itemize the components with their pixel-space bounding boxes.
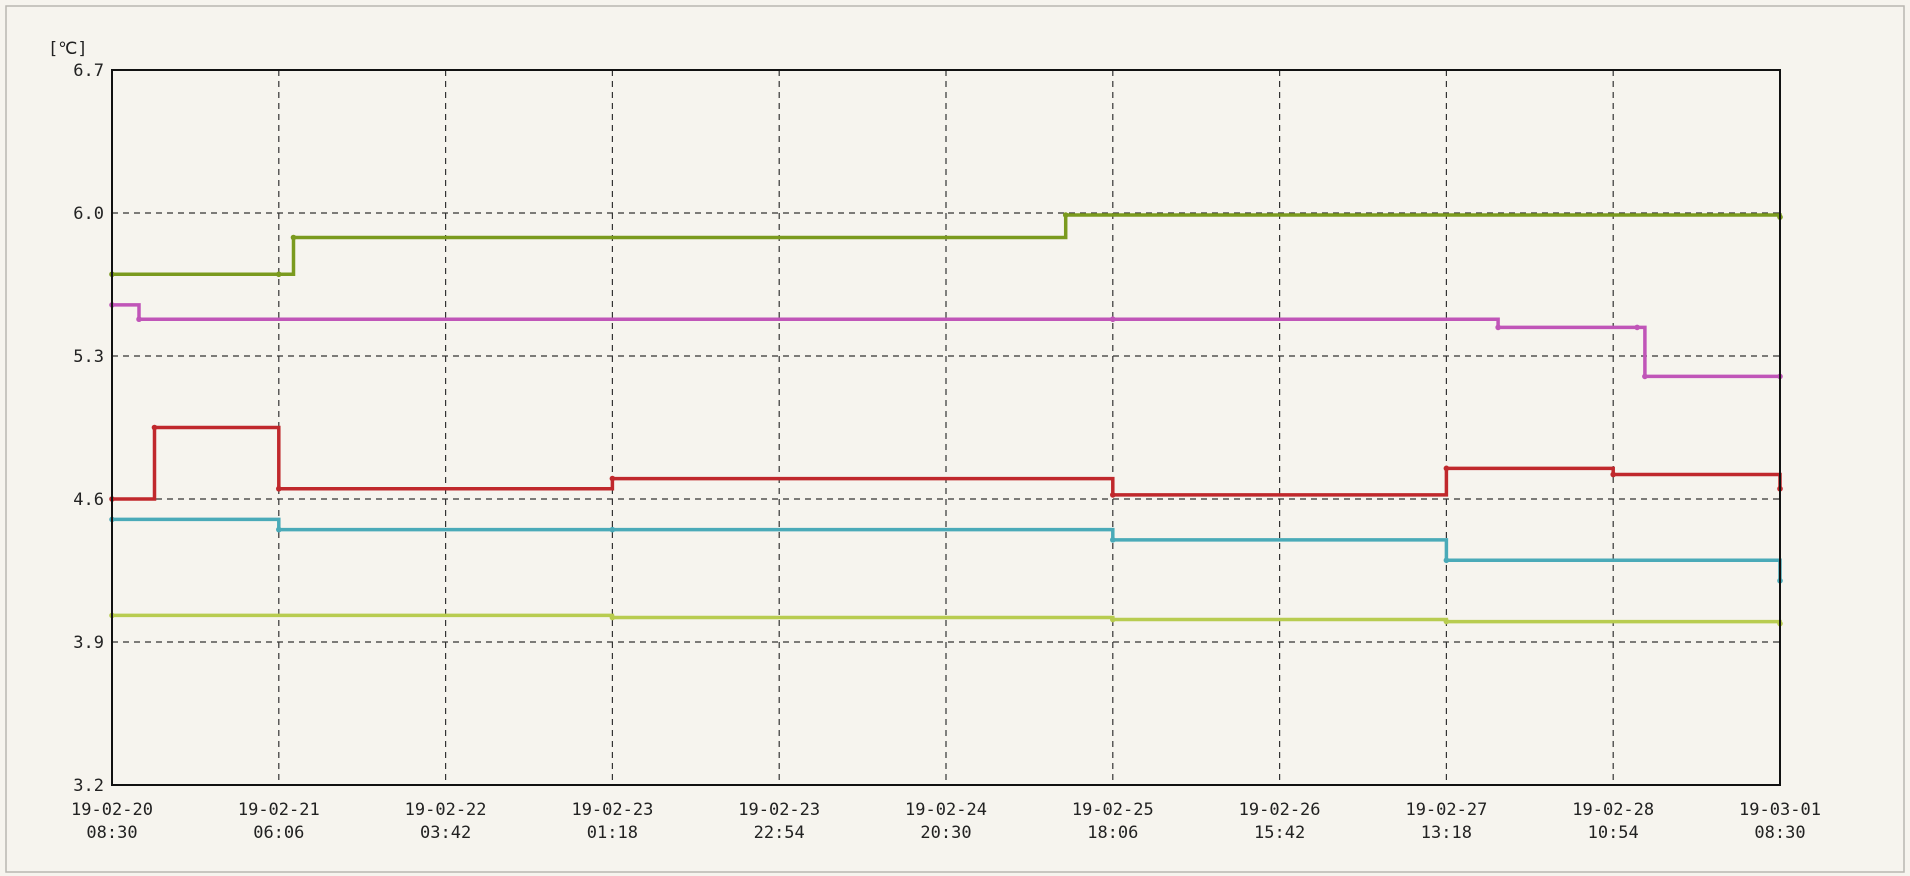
series-3-point <box>1610 471 1616 478</box>
series-line-4 <box>112 517 1782 581</box>
x-tick-time: 20:30 <box>920 823 971 843</box>
series-4-point <box>1110 537 1116 543</box>
y-tick-label: 4.6 <box>73 490 104 510</box>
x-tick-date: 19-02-22 <box>405 800 487 820</box>
x-tick-time: 01:18 <box>587 823 638 843</box>
y-unit-label: [℃] <box>48 39 88 59</box>
series-4-point <box>1443 557 1450 564</box>
x-tick-time: 10:54 <box>1588 823 1639 843</box>
series-line-1 <box>112 213 1782 277</box>
series-2-point <box>1495 324 1501 331</box>
series-5-point <box>609 614 616 621</box>
series-2-point <box>136 316 142 323</box>
x-tick-time: 03:42 <box>420 823 471 843</box>
series-4-point <box>609 526 616 533</box>
x-tick-time: 06:06 <box>253 823 304 843</box>
x-tick-date: 19-02-24 <box>905 800 987 820</box>
x-tick-time: 18:06 <box>1087 823 1138 843</box>
x-tick-date: 19-02-27 <box>1405 800 1487 820</box>
series-3-point <box>1443 465 1450 472</box>
series-5-point <box>1110 616 1116 623</box>
y-tick-label: 6.0 <box>73 204 104 224</box>
series-1-point <box>290 234 297 241</box>
x-tick-date: 19-02-20 <box>71 800 153 820</box>
series-2-point <box>1642 373 1648 380</box>
series-layer <box>109 212 1783 627</box>
y-tick-label: 3.2 <box>73 776 104 796</box>
x-tick-date: 19-02-23 <box>571 800 653 820</box>
series-4-point <box>276 526 282 533</box>
x-tick-time: 15:42 <box>1254 823 1305 843</box>
x-tick-date: 19-03-01 <box>1739 800 1821 820</box>
series-1-point <box>276 271 282 278</box>
series-3-point <box>609 475 616 482</box>
y-tick-label: 5.3 <box>73 347 104 367</box>
series-2-point <box>1634 324 1640 331</box>
x-tick-date: 19-02-28 <box>1572 800 1654 820</box>
x-axis: 19-02-20 08:30 19-02-21 06:06 19-02-22 03:42 1… <box>71 800 1821 843</box>
x-tick-time: 08:30 <box>1754 823 1805 843</box>
x-tick-time: 22:54 <box>754 823 805 843</box>
series-1-point <box>1062 212 1069 218</box>
series-5-point <box>1443 618 1450 625</box>
series-2-point <box>1110 316 1116 323</box>
outer-frame <box>5 5 1905 873</box>
x-tick-date: 19-02-21 <box>238 800 320 820</box>
x-tick-date: 19-02-23 <box>738 800 820 820</box>
series-3-point <box>276 485 282 492</box>
plot-area-border <box>111 69 1781 786</box>
y-tick-label: 3.9 <box>73 633 104 653</box>
x-tick-date: 19-02-26 <box>1239 800 1321 820</box>
x-tick-time: 08:30 <box>86 823 137 843</box>
x-tick-date: 19-02-25 <box>1072 800 1154 820</box>
grid <box>112 70 1780 785</box>
y-tick-label: 6.7 <box>73 61 104 81</box>
series-line-2 <box>112 303 1780 379</box>
y-axis: 6.7 6.0 5.3 4.6 3.9 3.2 <box>73 61 104 796</box>
series-3-point <box>151 424 158 431</box>
x-tick-time: 13:18 <box>1421 823 1472 843</box>
series-3-point <box>1110 492 1116 498</box>
